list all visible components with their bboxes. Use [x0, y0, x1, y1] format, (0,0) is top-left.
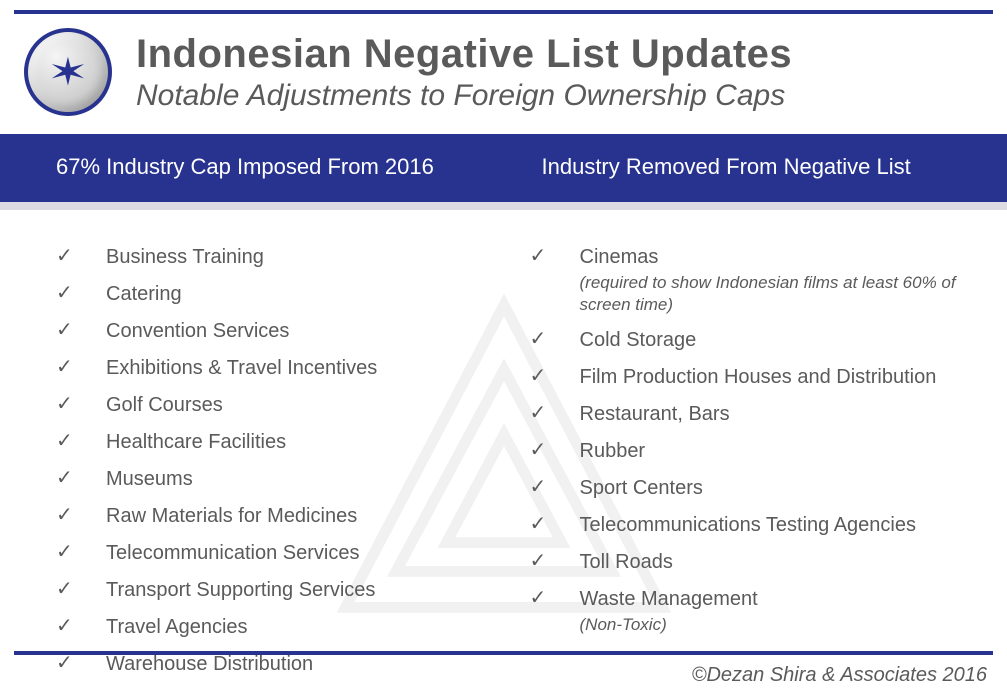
- list-item-label: Catering: [106, 281, 182, 307]
- list-item: ✓Transport Supporting Services: [30, 577, 504, 603]
- list-item-body: Healthcare Facilities: [106, 429, 286, 455]
- list-item: ✓Toll Roads: [504, 549, 978, 575]
- list-item-body: Telecommunications Testing Agencies: [580, 512, 916, 538]
- list-item: ✓Rubber: [504, 438, 978, 464]
- check-icon: ✓: [56, 318, 106, 342]
- list-item-body: Restaurant, Bars: [580, 401, 730, 427]
- check-icon: ✓: [56, 614, 106, 638]
- check-icon: ✓: [530, 475, 580, 499]
- list-item-body: Sport Centers: [580, 475, 703, 501]
- list-item-label: Rubber: [580, 438, 646, 464]
- list-item: ✓Catering: [30, 281, 504, 307]
- check-icon: ✓: [530, 438, 580, 462]
- list-item: ✓Telecommunication Services: [30, 540, 504, 566]
- check-icon: ✓: [530, 401, 580, 425]
- header: ✶ Indonesian Negative List Updates Notab…: [0, 14, 1007, 134]
- column-heading-left: 67% Industry Cap Imposed From 2016: [0, 154, 522, 180]
- logo-badge: ✶: [24, 28, 112, 116]
- list-item-label: Healthcare Facilities: [106, 429, 286, 455]
- list-item: ✓Telecommunications Testing Agencies: [504, 512, 978, 538]
- check-icon: ✓: [530, 327, 580, 351]
- list-item-body: Travel Agencies: [106, 614, 248, 640]
- list-item-body: Cinemas(required to show Indonesian film…: [580, 244, 978, 316]
- list-item-label: Transport Supporting Services: [106, 577, 375, 603]
- list-item: ✓Golf Courses: [30, 392, 504, 418]
- list-item-label: Telecommunications Testing Agencies: [580, 512, 916, 538]
- left-column: ✓Business Training✓Catering✓Convention S…: [30, 244, 504, 688]
- list-item: ✓Warehouse Distribution: [30, 651, 504, 677]
- list-item: ✓Sport Centers: [504, 475, 978, 501]
- list-item: ✓Restaurant, Bars: [504, 401, 978, 427]
- list-item: ✓Business Training: [30, 244, 504, 270]
- column-heading-right: Industry Removed From Negative List: [522, 154, 1007, 180]
- list-item: ✓Healthcare Facilities: [30, 429, 504, 455]
- list-item: ✓Film Production Houses and Distribution: [504, 364, 978, 390]
- list-item-label: Exhibitions & Travel Incentives: [106, 355, 377, 381]
- list-item-label: Waste Management: [580, 586, 758, 612]
- check-icon: ✓: [530, 586, 580, 610]
- list-item: ✓Raw Materials for Medicines: [30, 503, 504, 529]
- list-item-label: Business Training: [106, 244, 264, 270]
- check-icon: ✓: [530, 244, 580, 268]
- list-item-body: Waste Management(Non-Toxic): [580, 586, 758, 636]
- list-item-label: Golf Courses: [106, 392, 223, 418]
- list-item-label: Cinemas: [580, 244, 978, 270]
- check-icon: ✓: [530, 364, 580, 388]
- check-icon: ✓: [56, 503, 106, 527]
- list-item-body: Business Training: [106, 244, 264, 270]
- list-item-label: Travel Agencies: [106, 614, 248, 640]
- list-item-label: Sport Centers: [580, 475, 703, 501]
- list-item-note: (required to show Indonesian films at le…: [580, 272, 978, 316]
- list-item: ✓Exhibitions & Travel Incentives: [30, 355, 504, 381]
- list-item-label: Museums: [106, 466, 193, 492]
- list-item-body: Catering: [106, 281, 182, 307]
- check-icon: ✓: [56, 540, 106, 564]
- check-icon: ✓: [530, 549, 580, 573]
- list-item: ✓Cold Storage: [504, 327, 978, 353]
- list-item-body: Golf Courses: [106, 392, 223, 418]
- list-item-body: Raw Materials for Medicines: [106, 503, 357, 529]
- list-item-label: Raw Materials for Medicines: [106, 503, 357, 529]
- content: ✓Business Training✓Catering✓Convention S…: [0, 210, 1007, 688]
- list-item-label: Cold Storage: [580, 327, 697, 353]
- list-item-body: Film Production Houses and Distribution: [580, 364, 937, 390]
- list-item-label: Telecommunication Services: [106, 540, 359, 566]
- check-icon: ✓: [56, 429, 106, 453]
- check-icon: ✓: [56, 466, 106, 490]
- list-item-label: Convention Services: [106, 318, 289, 344]
- list-item-label: Restaurant, Bars: [580, 401, 730, 427]
- check-icon: ✓: [56, 355, 106, 379]
- list-item: ✓Museums: [30, 466, 504, 492]
- list-item-label: Toll Roads: [580, 549, 673, 575]
- list-item: ✓Convention Services: [30, 318, 504, 344]
- check-icon: ✓: [56, 244, 106, 268]
- list-item-body: Convention Services: [106, 318, 289, 344]
- list-item: ✓Travel Agencies: [30, 614, 504, 640]
- column-header-bar: 67% Industry Cap Imposed From 2016 Indus…: [0, 134, 1007, 210]
- list-item-body: Telecommunication Services: [106, 540, 359, 566]
- title-block: Indonesian Negative List Updates Notable…: [136, 32, 987, 113]
- check-icon: ✓: [530, 512, 580, 536]
- list-item-body: Warehouse Distribution: [106, 651, 313, 677]
- list-item-body: Exhibitions & Travel Incentives: [106, 355, 377, 381]
- logo-glyph-icon: ✶: [47, 50, 88, 95]
- list-item-label: Film Production Houses and Distribution: [580, 364, 937, 390]
- page-title: Indonesian Negative List Updates: [136, 32, 987, 77]
- page-subtitle: Notable Adjustments to Foreign Ownership…: [136, 79, 987, 113]
- check-icon: ✓: [56, 577, 106, 601]
- list-item-body: Cold Storage: [580, 327, 697, 353]
- list-item-label: Warehouse Distribution: [106, 651, 313, 677]
- check-icon: ✓: [56, 392, 106, 416]
- list-item-note: (Non-Toxic): [580, 614, 758, 636]
- list-item: ✓Cinemas(required to show Indonesian fil…: [504, 244, 978, 316]
- list-item-body: Transport Supporting Services: [106, 577, 375, 603]
- list-item-body: Museums: [106, 466, 193, 492]
- check-icon: ✓: [56, 651, 106, 675]
- list-item: ✓Waste Management(Non-Toxic): [504, 586, 978, 636]
- right-column: ✓Cinemas(required to show Indonesian fil…: [504, 244, 978, 688]
- list-item-body: Toll Roads: [580, 549, 673, 575]
- list-item-body: Rubber: [580, 438, 646, 464]
- check-icon: ✓: [56, 281, 106, 305]
